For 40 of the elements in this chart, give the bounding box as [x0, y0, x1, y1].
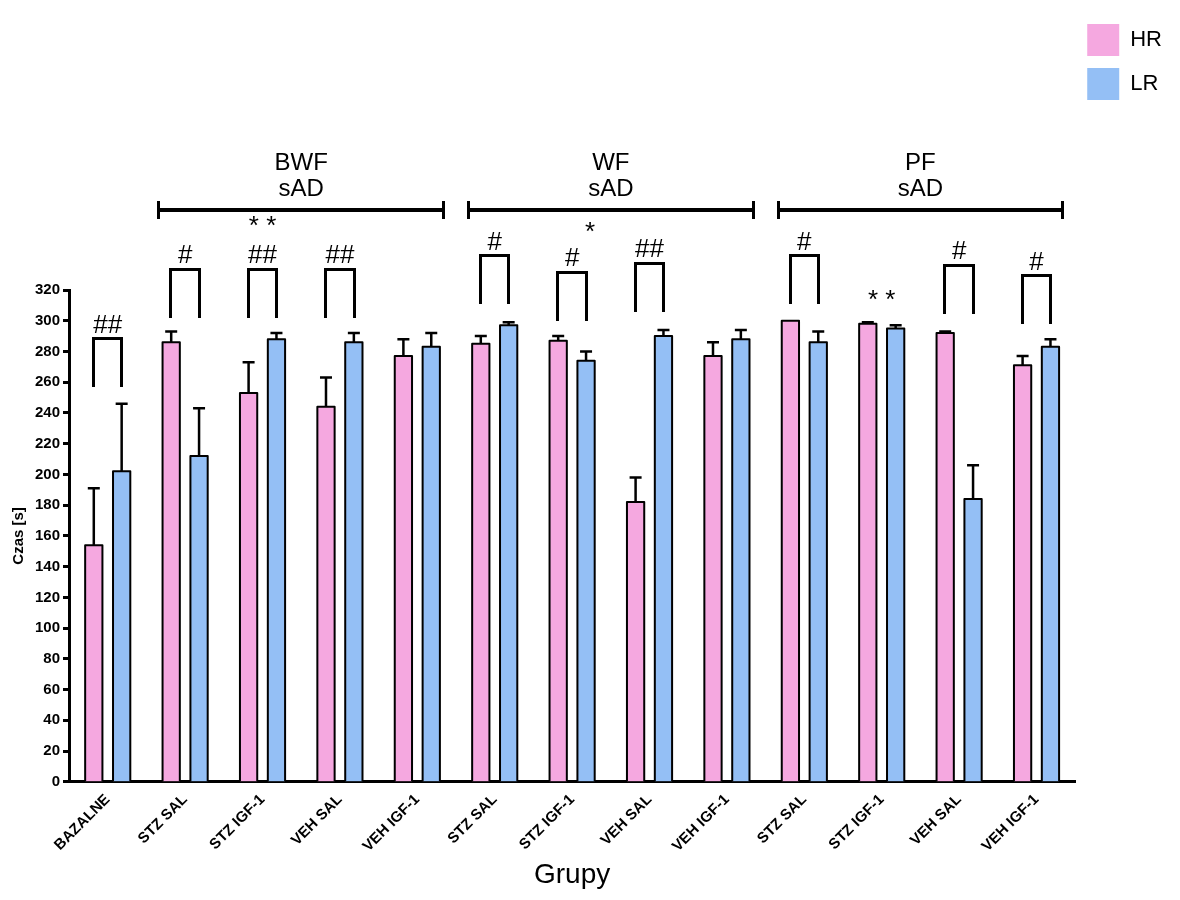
text: ##	[325, 239, 355, 270]
y-tick-label: 0	[51, 771, 61, 789]
x-tick-label: VEH SAL	[596, 790, 655, 849]
text: ##	[248, 239, 278, 270]
x-tick-label: VEH SAL	[906, 790, 965, 849]
y-tick-label: 80	[43, 649, 61, 666]
y-tick-label: 280	[35, 341, 61, 359]
legend-label: HR	[1130, 26, 1163, 52]
text: #	[177, 239, 193, 270]
annotation: * *	[867, 283, 896, 314]
text: #	[951, 234, 967, 265]
x-axis-title: Grupy	[534, 857, 611, 889]
y-tick-label: 160	[35, 526, 61, 544]
text: WF sAD	[588, 148, 634, 201]
y-tick-label: 100	[35, 618, 61, 636]
y-tick-label: 20	[43, 741, 61, 759]
y-tick-label: 40	[43, 710, 61, 728]
y-tick-label: 220	[35, 433, 61, 451]
text: * *	[248, 210, 277, 241]
text: #	[797, 225, 813, 256]
y-tick-label: 320	[35, 280, 61, 298]
y-tick-label: 140	[35, 556, 61, 574]
y-axis-title: Czas [s]	[9, 507, 27, 565]
text: #	[487, 225, 503, 256]
text: ##	[635, 233, 665, 264]
y-tick-label: 260	[35, 372, 61, 390]
text: PF sAD	[897, 148, 944, 201]
legend-label: LR	[1130, 70, 1159, 96]
text: #	[564, 242, 580, 273]
y-tick-label: 200	[35, 464, 61, 482]
y-tick-label: 300	[35, 310, 61, 328]
text: #	[1029, 245, 1045, 276]
text: BWF sAD	[274, 148, 328, 201]
text: *	[585, 216, 596, 247]
x-tick-label: VEH SAL	[286, 790, 345, 849]
y-tick-label: 60	[43, 679, 61, 697]
y-tick-label: 240	[35, 403, 61, 421]
annotation: ##	[93, 308, 123, 339]
y-tick-label: 120	[35, 587, 61, 605]
y-tick-label: 180	[35, 495, 61, 513]
